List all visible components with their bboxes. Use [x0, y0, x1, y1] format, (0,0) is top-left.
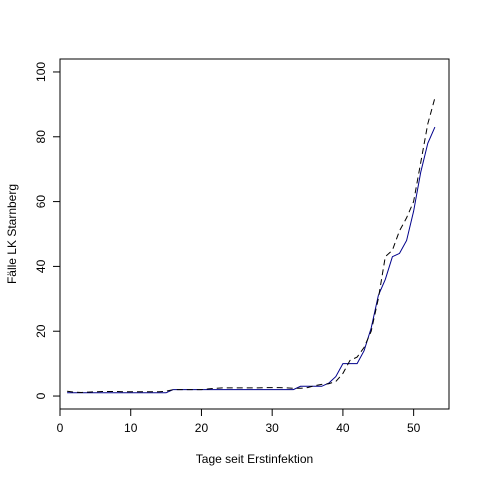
y-axis-label: Fälle LK Starnberg — [5, 184, 19, 284]
x-tick-label: 10 — [124, 421, 138, 435]
series-line-dashed — [67, 97, 436, 394]
y-tick-label: 60 — [34, 195, 48, 209]
x-tick-label: 0 — [57, 421, 64, 435]
series-line-solid — [67, 126, 436, 394]
x-tick-label: 50 — [407, 421, 421, 435]
y-axis: 0 20 40 60 80 100 — [34, 62, 61, 399]
x-tick-label: 40 — [336, 421, 350, 435]
x-axis: 0 10 20 30 40 50 — [57, 408, 421, 435]
series-layer — [67, 97, 436, 394]
y-tick-label: 40 — [34, 259, 48, 273]
x-axis-label: Tage seit Erstinfektion — [196, 452, 313, 466]
x-tick-label: 20 — [195, 421, 209, 435]
y-tick-label: 80 — [34, 130, 48, 144]
y-tick-label: 0 — [34, 392, 48, 399]
x-tick-label: 30 — [266, 421, 280, 435]
y-tick-label: 100 — [34, 62, 48, 82]
y-tick-label: 20 — [34, 324, 48, 338]
